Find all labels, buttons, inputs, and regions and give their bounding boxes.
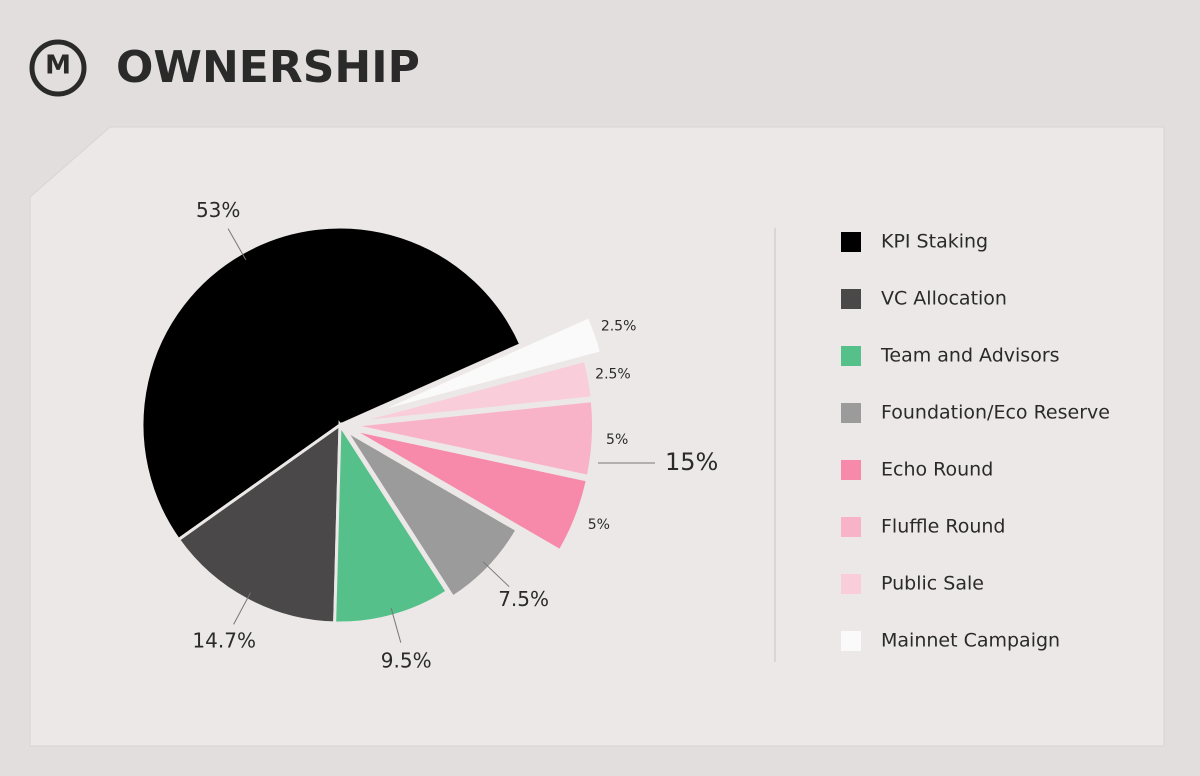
value-label: 2.5%	[595, 367, 631, 383]
logo-ring	[29, 39, 87, 97]
value-label: 9.5%	[381, 648, 432, 672]
value-label: 14.7%	[192, 629, 256, 653]
legend: KPI Staking VC Allocation Team and Advisor…	[841, 231, 1110, 652]
leader-line	[227, 228, 247, 261]
legend-swatch	[841, 574, 861, 594]
pie-slice	[367, 314, 604, 417]
annotation: 15%	[665, 448, 718, 476]
leader-line	[390, 607, 402, 643]
leader-line	[482, 561, 510, 588]
logo: M	[45, 51, 71, 81]
legend-label: Fluffle Round	[881, 516, 1005, 538]
legend-swatch	[841, 460, 861, 480]
value-label: 7.5%	[498, 587, 549, 611]
legend-swatch	[841, 517, 861, 537]
legend-swatch	[841, 346, 861, 366]
legend-label: Echo Round	[881, 459, 993, 481]
pie: 53% 14.7% 9.5% 7.5% 5% 5% 2.5% 2.5% 15%	[140, 198, 718, 672]
legend-swatch	[841, 232, 861, 252]
legend-label: Team and Advisors	[880, 345, 1060, 367]
value-label: 2.5%	[601, 318, 637, 334]
legend-swatch	[841, 631, 861, 651]
value-label: 53%	[196, 198, 240, 222]
leader-line	[233, 592, 251, 625]
pie-slice	[351, 398, 596, 479]
legend-label: Mainnet Campaign	[881, 630, 1060, 652]
pie-slice	[351, 358, 594, 425]
legend-label: Foundation/Eco Reserve	[881, 402, 1110, 424]
legend-swatch	[841, 403, 861, 423]
value-label: 5%	[588, 517, 610, 533]
pie-slice	[350, 427, 590, 553]
legend-label: Public Sale	[881, 573, 984, 595]
legend-label: KPI Staking	[881, 231, 988, 253]
legend-label: VC Allocation	[881, 288, 1007, 310]
legend-swatch	[841, 289, 861, 309]
chart-title: OWNERSHIP	[116, 42, 420, 93]
value-label: 5%	[606, 432, 628, 448]
